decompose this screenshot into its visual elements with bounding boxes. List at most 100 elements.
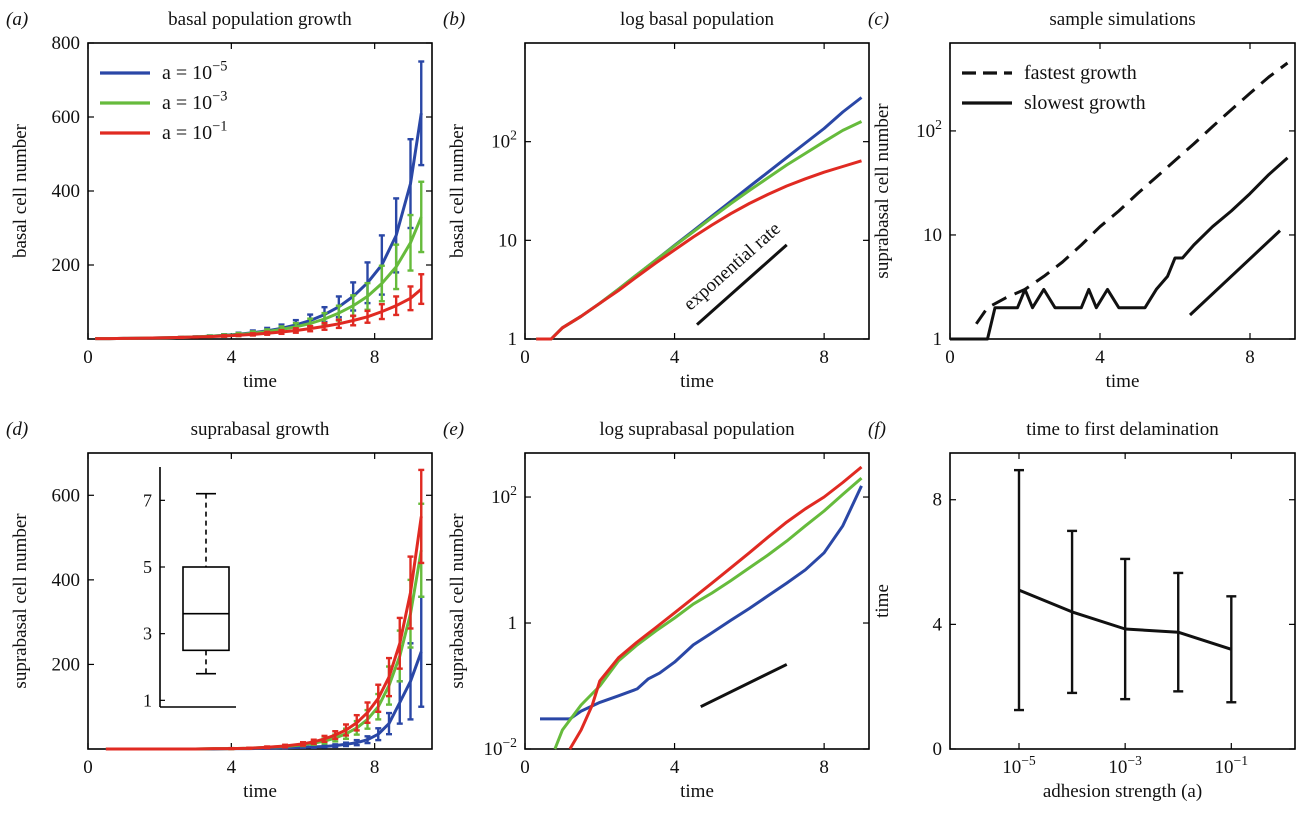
legend-label: a = 10−3 — [162, 89, 227, 114]
x-tick-label: 8 — [1245, 347, 1255, 368]
y-axis-label: basal cell number — [447, 123, 468, 258]
panel-label: (f) — [868, 419, 886, 440]
x-tick-label-base: 0 — [83, 757, 93, 778]
legend-label: slowest growth — [1024, 92, 1146, 114]
x-tick-label-base: 4 — [1095, 347, 1105, 368]
x-tick-label-sup: −3 — [1127, 753, 1142, 768]
y-tick-label: 0 — [933, 739, 943, 760]
x-tick-label: 10−1 — [1215, 753, 1249, 778]
y-axis-label: suprabasal cell number — [10, 513, 31, 689]
y-axis-label: basal cell number — [10, 123, 31, 258]
x-tick-label-base: 8 — [819, 347, 829, 368]
x-axis-label: time — [243, 781, 277, 802]
inset-y-tick-label: 7 — [143, 490, 152, 510]
legend-label: fastest growth — [1024, 62, 1137, 84]
panel-label: (d) — [6, 419, 28, 440]
x-tick-label: 8 — [370, 757, 380, 778]
y-tick-label-base: 600 — [52, 107, 81, 128]
x-tick-label: 10−3 — [1108, 753, 1142, 778]
y-tick-label-base: 10 — [491, 132, 510, 153]
x-tick-label: 0 — [520, 347, 530, 368]
y-tick-label: 8 — [933, 490, 943, 511]
x-tick-label-base: 4 — [227, 757, 237, 778]
x-tick-label-base: 4 — [670, 757, 680, 778]
panel-title: log basal population — [620, 9, 775, 30]
x-tick-label: 4 — [227, 757, 237, 778]
legend-label: a = 10−5 — [162, 59, 227, 84]
y-tick-label-base: 10 — [491, 487, 510, 508]
y-tick-label: 400 — [52, 181, 81, 202]
x-tick-label: 0 — [83, 347, 93, 368]
y-tick-label-base: 1 — [933, 329, 943, 350]
y-tick-label: 10 — [923, 225, 942, 246]
series-line-red — [95, 287, 423, 341]
panel-title: sample simulations — [1049, 9, 1195, 30]
x-tick-label: 4 — [670, 347, 680, 368]
x-tick-label: 4 — [1095, 347, 1105, 368]
y-tick-label-base: 4 — [933, 614, 943, 635]
x-tick-label-base: 4 — [227, 347, 237, 368]
y-tick-label: 102 — [916, 117, 942, 142]
x-axis-label: time — [680, 781, 714, 802]
x-tick-label-base: 10 — [1002, 757, 1021, 778]
x-tick-label: 0 — [83, 757, 93, 778]
y-tick-label-base: 200 — [52, 255, 81, 276]
x-tick-label-base: 8 — [370, 757, 380, 778]
plot-frame — [524, 42, 870, 340]
x-tick-label-base: 8 — [370, 347, 380, 368]
y-tick-label: 800 — [52, 33, 81, 54]
legend-label-base: a = 10 — [162, 92, 212, 114]
x-tick-label-sup: −1 — [1234, 753, 1249, 768]
y-tick-label: 1 — [933, 329, 943, 350]
y-tick-label-base: 10 — [483, 739, 502, 760]
panel-a: (a) basal population growth 0 4 8 200 400 600 80… — [6, 9, 433, 392]
y-tick-label: 1 — [508, 613, 518, 634]
y-tick-label: 600 — [52, 107, 81, 128]
series-line-red — [105, 516, 423, 751]
series-line-blue — [105, 651, 423, 751]
series-line-red — [536, 159, 862, 341]
y-tick-label: 1 — [508, 329, 518, 350]
series-line-blue — [540, 485, 863, 721]
x-tick-label: 8 — [370, 347, 380, 368]
x-tick-label-base: 0 — [83, 347, 93, 368]
panel-d: (d) suprabasal growth 0 4 8 200 400 600 time supr… — [6, 419, 433, 802]
y-tick-label-base: 0 — [933, 739, 943, 760]
series-line-red — [568, 465, 863, 750]
x-tick-label: 10−5 — [1002, 753, 1036, 778]
y-tick-label-base: 8 — [933, 490, 943, 511]
legend-label-base: a = 10 — [162, 62, 212, 84]
exponential-rate-line — [700, 663, 788, 709]
x-axis-label: adhesion strength (a) — [1043, 781, 1202, 802]
series-line-blue — [95, 113, 423, 341]
panel-label: (a) — [6, 9, 28, 30]
x-tick-label-base: 8 — [1245, 347, 1255, 368]
annotation-text: exponential rate — [680, 218, 785, 315]
y-tick-label-sup: 2 — [510, 128, 517, 143]
panel-label: (c) — [868, 9, 889, 30]
y-tick-label-base: 400 — [52, 570, 81, 591]
x-tick-label-base: 0 — [520, 347, 530, 368]
y-tick-label-base: 1 — [508, 329, 518, 350]
x-axis-label: time — [680, 371, 714, 392]
x-axis-label: time — [1106, 371, 1140, 392]
y-tick-label: 102 — [491, 128, 517, 153]
series-line-black — [950, 156, 1289, 341]
inset-box — [182, 566, 230, 652]
x-tick-label: 0 — [945, 347, 955, 368]
plot-frame — [949, 452, 1296, 750]
legend-label-sup: −3 — [212, 89, 227, 105]
y-tick-label-sup: 2 — [510, 483, 517, 498]
x-tick-label: 4 — [670, 757, 680, 778]
x-tick-label-base: 0 — [520, 757, 530, 778]
x-tick-label: 0 — [520, 757, 530, 778]
y-tick-label-base: 800 — [52, 33, 81, 54]
y-tick-label: 10−2 — [483, 735, 517, 760]
plot-frame — [524, 452, 870, 750]
series-line-green — [105, 550, 423, 751]
inset-y-tick-label: 5 — [143, 557, 152, 577]
